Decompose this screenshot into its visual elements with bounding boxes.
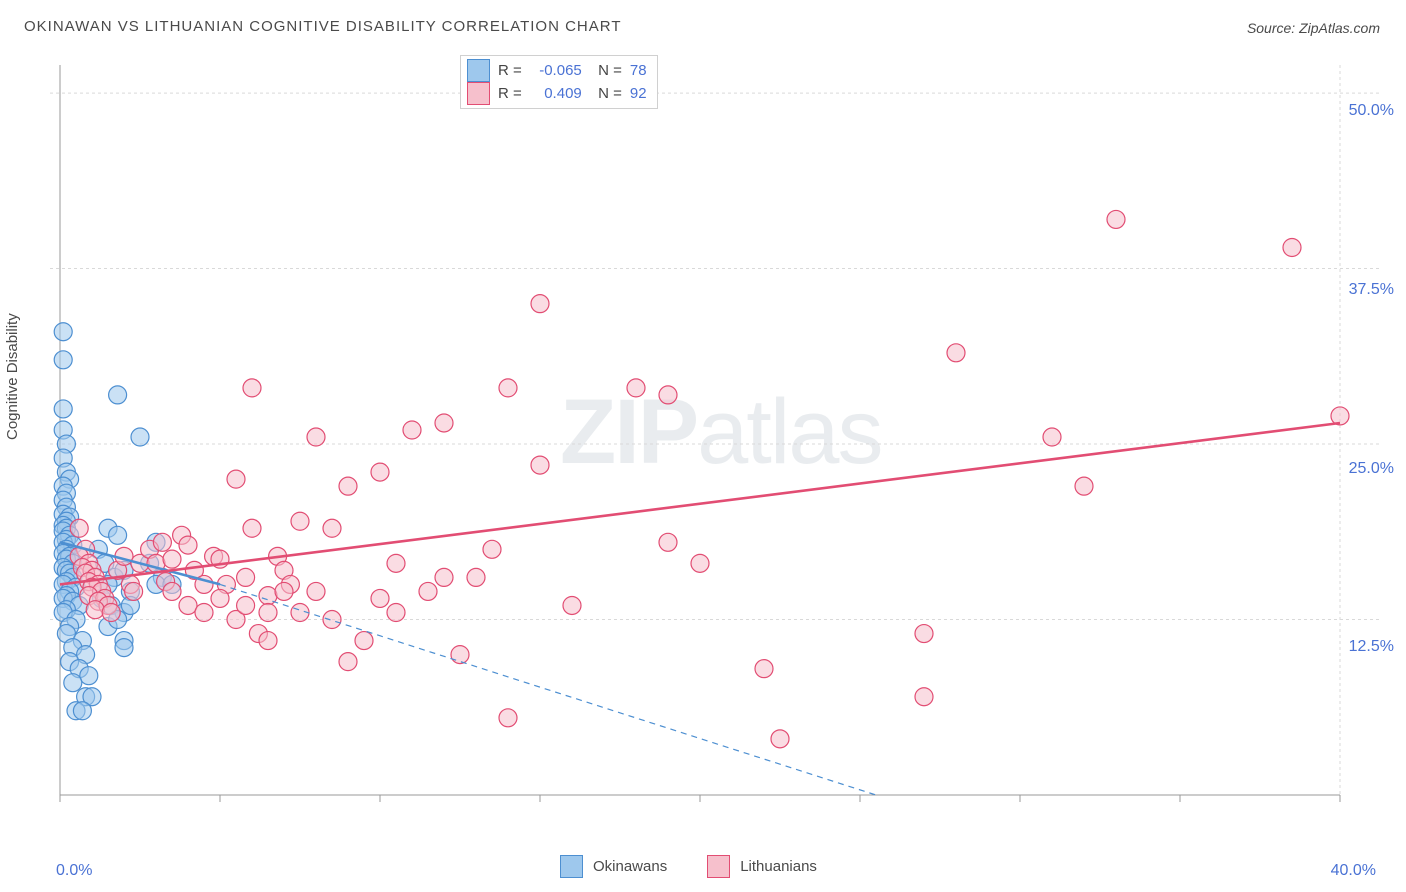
- y-axis-label: Cognitive Disability: [4, 313, 21, 440]
- n-label: N =: [590, 83, 622, 105]
- legend-row-okinawans: R = -0.065 N = 78: [467, 59, 647, 82]
- legend-row-lithuanians: R = 0.409 N = 92: [467, 82, 647, 105]
- swatch-lithuanians: [707, 855, 730, 878]
- legend-entry-lithuanians: Lithuanians: [707, 855, 817, 878]
- correlation-legend: R = -0.065 N = 78 R = 0.409 N = 92: [460, 55, 658, 109]
- source-credit: Source: ZipAtlas.com: [1247, 20, 1380, 36]
- x-min-label: 0.0%: [56, 862, 92, 880]
- chart-area: [50, 50, 1380, 835]
- swatch-okinawans: [560, 855, 583, 878]
- y-tick-label: 50.0%: [1349, 102, 1394, 120]
- chart-title: OKINAWAN VS LITHUANIAN COGNITIVE DISABIL…: [24, 18, 621, 35]
- legend-label-okinawans: Okinawans: [593, 858, 667, 875]
- series-legend: Okinawans Lithuanians: [560, 855, 817, 878]
- r-label: R =: [498, 60, 522, 82]
- y-tick-label: 25.0%: [1349, 460, 1394, 478]
- n-value-lithuanians: 92: [630, 83, 647, 105]
- legend-label-lithuanians: Lithuanians: [740, 858, 817, 875]
- legend-entry-okinawans: Okinawans: [560, 855, 667, 878]
- y-tick-label: 37.5%: [1349, 281, 1394, 299]
- swatch-lithuanians: [467, 82, 490, 105]
- r-label: R =: [498, 83, 522, 105]
- n-value-okinawans: 78: [630, 60, 647, 82]
- n-label: N =: [590, 60, 622, 82]
- r-value-okinawans: -0.065: [530, 60, 582, 82]
- y-tick-label: 12.5%: [1349, 638, 1394, 656]
- scatter-svg: [50, 50, 1380, 835]
- r-value-lithuanians: 0.409: [530, 83, 582, 105]
- x-max-label: 40.0%: [1331, 862, 1376, 880]
- swatch-okinawans: [467, 59, 490, 82]
